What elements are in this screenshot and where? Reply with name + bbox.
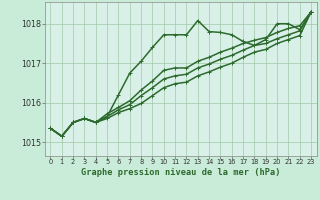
X-axis label: Graphe pression niveau de la mer (hPa): Graphe pression niveau de la mer (hPa) bbox=[81, 168, 281, 177]
